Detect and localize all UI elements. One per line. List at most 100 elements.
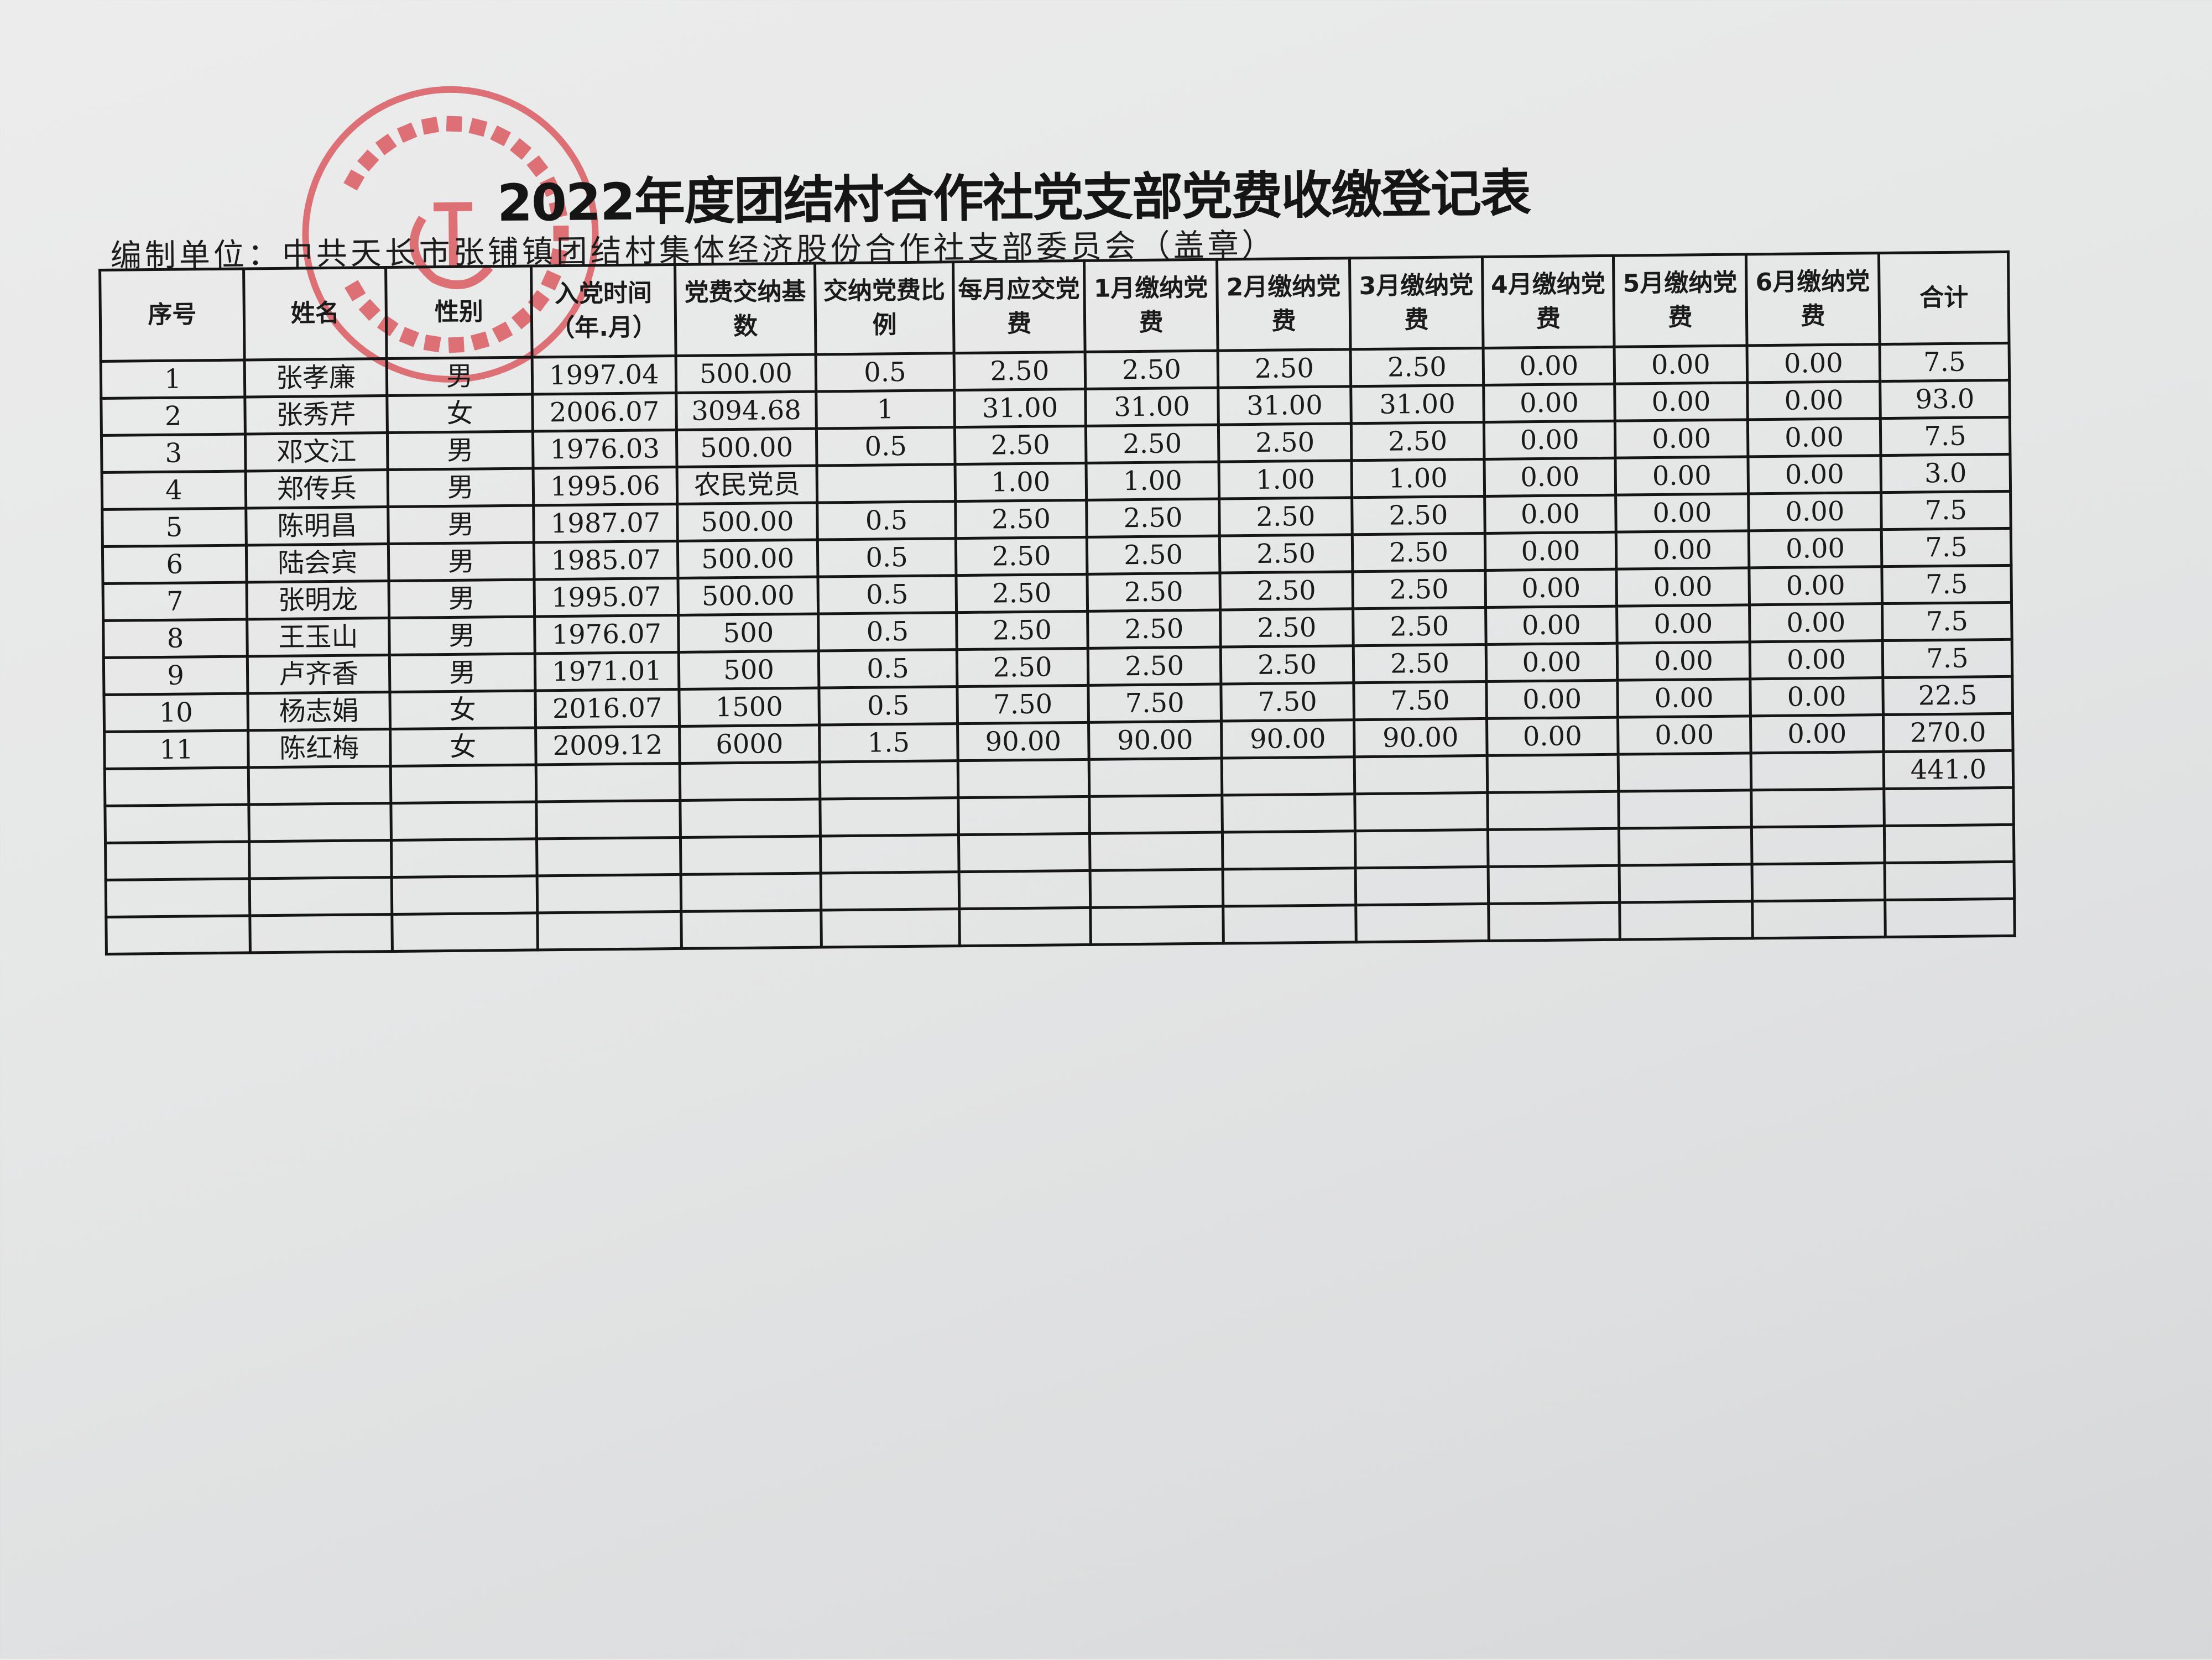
table-cell <box>1488 865 1620 904</box>
table-cell: 2.50 <box>1086 499 1220 537</box>
table-cell: 3094.68 <box>676 391 817 430</box>
table-cell <box>1884 824 2015 863</box>
table-cell: 500 <box>679 651 819 690</box>
table-cell: 3.0 <box>1880 454 2011 493</box>
table-cell: 2.50 <box>955 500 1087 539</box>
table-cell <box>680 762 820 801</box>
table-cell: 2.50 <box>1220 645 1354 685</box>
table-cell <box>390 764 536 803</box>
table-cell: 90.00 <box>1088 721 1222 760</box>
table-cell: 1971.01 <box>535 652 679 691</box>
table-cell: 7.5 <box>1881 565 2012 604</box>
table-cell <box>1488 902 1620 941</box>
table-cell <box>249 840 392 879</box>
table-cell <box>1752 900 1886 938</box>
table-cell: 2009.12 <box>535 726 680 765</box>
table-cell: 陈明昌 <box>246 507 389 545</box>
table-cell: 张孝廉 <box>244 358 387 397</box>
table-cell <box>392 912 538 952</box>
table-cell: 张秀芹 <box>244 395 388 434</box>
table-cell <box>391 838 538 878</box>
table-cell: 0.00 <box>1750 677 1884 716</box>
table-cell: 1.00 <box>1219 460 1352 499</box>
table-cell: 7.5 <box>1880 417 2010 456</box>
table-cell: 3 <box>101 434 246 473</box>
table-cell: 张明龙 <box>247 581 389 619</box>
table-cell: 2.50 <box>1219 497 1353 536</box>
table-cell: 500.00 <box>676 354 816 393</box>
table-cell: 1.00 <box>1086 462 1219 500</box>
table-cell: 男 <box>389 653 535 692</box>
table-cell: 男 <box>388 542 534 581</box>
table-cell: 0.5 <box>818 612 957 651</box>
table-cell: 2.50 <box>1353 644 1486 683</box>
table-cell: 0.00 <box>1615 456 1749 495</box>
table-cell <box>392 875 538 915</box>
table-cell: 0.00 <box>1614 345 1747 384</box>
table-cell <box>1355 866 1489 905</box>
table-cell: 1987.07 <box>533 504 678 542</box>
table-cell: 0.00 <box>1486 717 1619 756</box>
table-cell <box>1618 753 1751 792</box>
table-cell <box>537 911 682 950</box>
table-cell: 0.5 <box>816 353 954 392</box>
table-cell <box>1751 826 1885 864</box>
table-cell: 0.5 <box>818 686 958 725</box>
table-cell: 2.50 <box>954 426 1087 464</box>
table-cell <box>1089 758 1222 797</box>
table-cell: 2.50 <box>1088 647 1221 686</box>
table-cell: 0.00 <box>1486 680 1618 719</box>
table-cell: 0.00 <box>1618 716 1751 755</box>
seal-glyph-mark <box>490 125 511 147</box>
table-cell: 陈红梅 <box>248 729 391 768</box>
table-cell: 0.5 <box>817 538 956 577</box>
table-cell <box>1751 751 1884 790</box>
table-cell: 2.50 <box>1218 423 1352 462</box>
column-header: 交纳党费比例 <box>815 262 954 355</box>
table-cell: 2.50 <box>1087 573 1220 612</box>
table-cell: 0.00 <box>1617 641 1750 681</box>
table-cell: 王玉山 <box>247 618 390 656</box>
seal-glyph-mark <box>421 116 440 135</box>
column-header: 入党时间（年.月） <box>531 264 676 357</box>
table-cell <box>958 759 1089 798</box>
table-cell: 邓文江 <box>245 432 388 471</box>
table-cell: 2.50 <box>1085 351 1218 389</box>
table-cell: 0.00 <box>1484 495 1616 534</box>
column-header: 4月缴纳党费 <box>1482 255 1615 348</box>
table-cell: 2.50 <box>1352 496 1485 535</box>
table-cell: 500.00 <box>677 540 818 578</box>
table-cell: 10 <box>103 693 248 732</box>
table-cell <box>958 796 1090 835</box>
table-cell: 2.50 <box>1352 570 1486 609</box>
table-cell: 7.50 <box>1353 681 1487 720</box>
table-cell <box>536 763 680 802</box>
table-cell: 男 <box>387 357 533 396</box>
table-cell: 441.0 <box>1884 750 2013 789</box>
table-cell: 0.00 <box>1483 347 1615 385</box>
table-cell: 31.00 <box>1218 386 1352 425</box>
table-cell: 1995.07 <box>534 578 679 617</box>
table-cell: 2.50 <box>957 648 1088 687</box>
table-cell: 0.00 <box>1750 640 1883 679</box>
table-cell: 1 <box>101 359 245 399</box>
table-cell <box>680 799 821 838</box>
table-cell: 2.50 <box>1350 348 1484 387</box>
table-cell: 卢齐香 <box>247 655 390 693</box>
table-cell: 2.50 <box>956 574 1088 613</box>
table-cell: 2 <box>101 396 246 436</box>
table-cell <box>105 841 250 880</box>
table-cell: 31.00 <box>954 389 1086 427</box>
table-cell: 22.5 <box>1882 676 2013 715</box>
table-cell: 1997.04 <box>532 356 676 394</box>
table-cell: 0.00 <box>1749 529 1882 568</box>
seal-glyph-mark <box>357 149 379 171</box>
table-cell: 2.50 <box>1218 349 1351 388</box>
table-cell <box>959 907 1091 946</box>
table-cell: 1.00 <box>955 463 1087 502</box>
table-cell: 0.00 <box>1485 606 1618 645</box>
table-cell: 0.00 <box>1749 566 1882 605</box>
table-cell: 女 <box>387 394 533 433</box>
table-cell <box>536 837 681 876</box>
